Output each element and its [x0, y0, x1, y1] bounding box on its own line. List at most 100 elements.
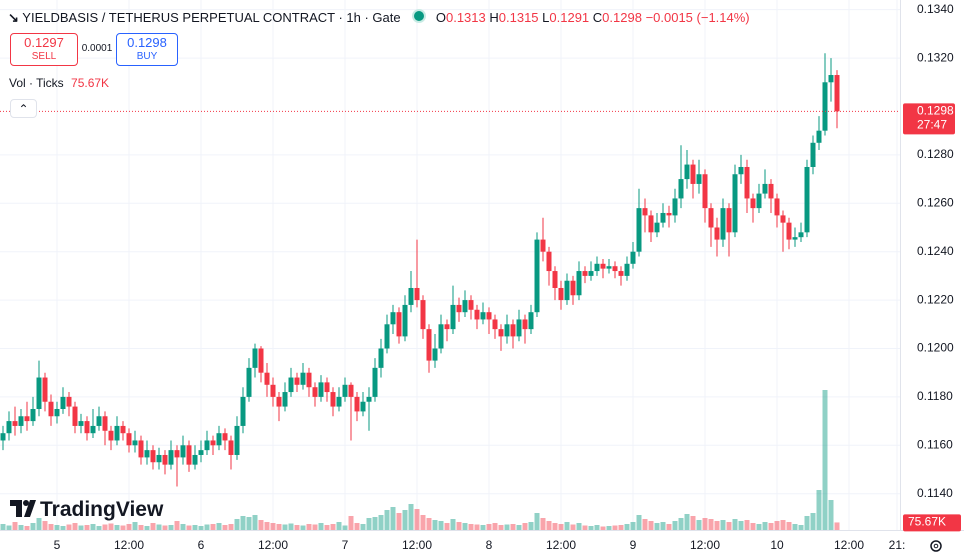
volume-bar	[60, 526, 66, 530]
settings-icon[interactable]	[930, 540, 942, 552]
buy-price: 0.1298	[127, 35, 167, 50]
chart-title[interactable]: YIELDBASIS / TETHERUS PERPETUAL CONTRACT…	[22, 10, 401, 25]
spread: 0.0001	[81, 43, 113, 54]
candle-body	[672, 198, 678, 216]
candle-body	[684, 164, 690, 180]
y-tick-label: 0.1340	[917, 2, 954, 16]
candle-body	[594, 263, 600, 272]
buy-button[interactable]: 0.1298 BUY	[116, 33, 178, 66]
candle-body	[834, 75, 840, 112]
candle-body	[546, 251, 552, 272]
volume-bar	[198, 526, 204, 530]
candle-body	[426, 329, 432, 361]
collapse-button[interactable]: ⌃	[10, 99, 37, 118]
logo: TradingView	[10, 498, 163, 522]
volume-bar	[786, 522, 792, 530]
candle-body	[480, 312, 486, 320]
volume-bar	[150, 523, 156, 530]
candle-body	[360, 401, 366, 412]
candle-body	[246, 367, 252, 397]
volume-bar	[564, 522, 570, 530]
volume-tag	[903, 514, 961, 532]
y-tick-label: 0.1260	[917, 195, 954, 209]
volume-bar	[6, 525, 12, 530]
y-tick-label: 0.1200	[917, 341, 954, 355]
candle-body	[462, 300, 468, 313]
volume-bar	[300, 525, 306, 530]
candle-body	[96, 416, 102, 426]
candle-body	[738, 166, 744, 175]
volume-bar	[24, 526, 30, 530]
volume-bar	[510, 524, 516, 530]
volume-bar	[780, 520, 786, 530]
volume-bar	[342, 525, 348, 530]
volume-bar	[684, 514, 690, 530]
x-tick-label: 10	[770, 538, 784, 552]
candle-body	[126, 433, 132, 446]
y-tick-label: 0.1320	[917, 50, 954, 64]
volume-bar	[570, 524, 576, 530]
candle-body	[378, 348, 384, 368]
x-tick-label: 12:00	[258, 538, 288, 552]
candle-body	[516, 319, 522, 337]
candle-body	[468, 300, 474, 310]
candle-body	[486, 312, 492, 320]
candle-body	[498, 329, 504, 337]
legend-key: C	[592, 10, 603, 25]
candle-body	[90, 425, 96, 434]
candle-body	[198, 450, 204, 455]
candle-body	[294, 377, 300, 385]
volume-bar	[378, 515, 384, 530]
candle-body	[162, 454, 168, 465]
price-countdown: 27:47	[917, 117, 947, 131]
legend-key: L	[542, 10, 550, 25]
candle-body	[0, 433, 6, 441]
sell-button[interactable]: 0.1297 SELL	[10, 33, 78, 66]
candle-body	[756, 193, 762, 209]
legend-value: 0.1313	[445, 10, 486, 25]
candle-body	[582, 271, 588, 276]
volume-bar	[528, 522, 534, 530]
volume-bar	[558, 524, 564, 530]
volume-bar	[156, 524, 162, 530]
volume-title: Vol · Ticks	[9, 76, 64, 90]
volume-bar	[630, 522, 636, 530]
y-tick-label: 0.1160	[917, 437, 953, 451]
volume-bar	[816, 490, 822, 530]
candle-body	[768, 183, 774, 199]
candle-body	[654, 222, 660, 233]
volume-bar	[240, 516, 246, 530]
candle-body	[822, 82, 828, 131]
volume-bar	[474, 524, 480, 530]
candle-body	[384, 324, 390, 349]
candle-body	[456, 304, 462, 313]
candle-body	[366, 396, 372, 402]
candle-body	[390, 312, 396, 325]
candle-body	[282, 392, 288, 407]
volume-bar	[768, 523, 774, 530]
candle-body	[780, 215, 786, 223]
volume-bar	[444, 523, 450, 530]
volume-bar	[66, 524, 72, 530]
volume-bar	[276, 524, 282, 530]
candle-body	[660, 212, 666, 223]
x-tick-label: 8	[486, 538, 493, 552]
candle-body	[120, 425, 126, 434]
volume-bar	[348, 516, 354, 530]
volume-bar	[486, 524, 492, 530]
candle-body	[264, 372, 270, 385]
volume-bar	[546, 521, 552, 530]
candle-body	[102, 416, 108, 431]
volume-bar	[822, 390, 828, 530]
plot	[0, 53, 840, 530]
volume-bar	[96, 526, 102, 530]
candle-body	[258, 348, 264, 373]
volume-bar	[264, 522, 270, 530]
candle-body	[708, 208, 714, 228]
symbol-icon: ↘	[8, 10, 19, 25]
candle-body	[828, 75, 834, 83]
candle-body	[174, 450, 180, 458]
x-tick-label: 7	[342, 538, 349, 552]
volume-bar	[624, 524, 630, 530]
x-tick-label: 9	[630, 538, 637, 552]
